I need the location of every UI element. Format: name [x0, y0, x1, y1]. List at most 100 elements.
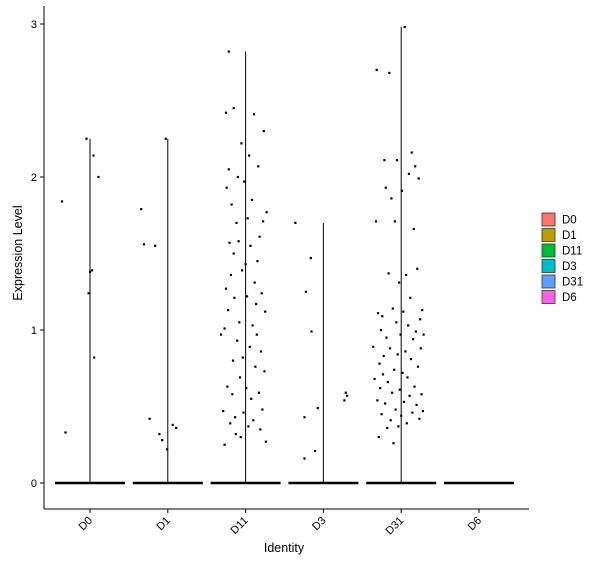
data-point [242, 411, 245, 414]
data-point [164, 137, 167, 140]
data-point [93, 356, 96, 359]
data-point [372, 345, 375, 348]
data-point [238, 321, 241, 324]
legend-swatch-d0 [541, 212, 556, 227]
data-point [237, 240, 240, 243]
data-point [294, 221, 297, 224]
data-point [97, 175, 100, 179]
data-point [406, 376, 409, 379]
data-point [388, 71, 391, 75]
legend-swatch-d6 [541, 290, 556, 304]
data-point [259, 350, 263, 353]
data-point [310, 330, 313, 333]
data-point [244, 263, 247, 266]
data-point [88, 270, 92, 273]
data-point [378, 362, 381, 365]
data-point [91, 269, 94, 272]
data-point [374, 220, 378, 223]
data-point [414, 330, 417, 333]
legend-label-d0: D0 [562, 215, 577, 227]
data-point [247, 425, 250, 428]
legend-swatch-d31 [541, 274, 556, 289]
data-point [409, 357, 413, 361]
data-point [259, 428, 262, 431]
data-point [381, 373, 385, 376]
data-point [220, 333, 223, 336]
data-point [251, 324, 254, 327]
data-point [303, 416, 306, 419]
data-point [410, 151, 413, 154]
data-point [245, 295, 249, 298]
data-point [393, 368, 396, 371]
data-point [223, 327, 226, 330]
data-point [249, 244, 252, 247]
data-point [316, 406, 319, 410]
data-point [256, 260, 259, 263]
data-point [415, 403, 418, 407]
data-point [416, 365, 420, 368]
x-tick-label-d0: D0 [77, 515, 95, 533]
data-point [166, 448, 169, 451]
data-point [142, 243, 146, 246]
data-point [234, 432, 237, 436]
data-point [227, 309, 230, 312]
legend-swatch-d3 [541, 259, 556, 273]
axis-labels: Identity Expression Level [11, 205, 305, 555]
data-point [421, 409, 424, 413]
legend-label-d6: D6 [562, 292, 577, 304]
data-point [238, 376, 242, 379]
data-point [419, 347, 422, 350]
violin-d0 [55, 137, 125, 485]
data-point [376, 399, 379, 402]
legend-label-d1: D1 [562, 230, 577, 242]
data-point [228, 241, 231, 244]
data-point [421, 309, 424, 312]
data-point [398, 388, 401, 391]
violin-d11 [210, 50, 281, 485]
data-point [248, 154, 251, 157]
data-point [60, 200, 64, 203]
data-point [413, 385, 416, 388]
data-point [232, 107, 235, 110]
data-point [223, 443, 226, 446]
data-point [391, 391, 394, 394]
data-point [140, 208, 143, 211]
data-point [411, 411, 414, 414]
x-tick-label-d11: D11 [229, 515, 251, 537]
data-point [227, 168, 230, 171]
data-point [383, 159, 386, 162]
data-point [258, 235, 261, 238]
y-axis-title: Expression Level [11, 205, 25, 300]
data-point [229, 273, 232, 277]
violin-d3 [288, 221, 359, 485]
x-axis-title: Identity [264, 541, 305, 555]
data-point [240, 142, 243, 145]
data-point [239, 436, 242, 439]
y-tick-label: 0 [31, 478, 37, 490]
data-point [262, 220, 265, 223]
data-point [390, 197, 393, 200]
data-point [405, 273, 408, 277]
data-point [398, 281, 401, 284]
data-point [255, 302, 258, 306]
data-point [248, 345, 251, 348]
data-point [241, 356, 244, 359]
data-point [407, 172, 410, 176]
data-point [255, 333, 258, 336]
data-point [404, 350, 407, 353]
plot-marks [55, 25, 514, 485]
x-tick-label-d3: D3 [310, 515, 328, 533]
data-point [85, 137, 88, 140]
data-point [405, 422, 408, 425]
data-point [409, 296, 412, 299]
data-point [414, 165, 417, 168]
data-point [254, 365, 257, 368]
data-point [253, 281, 256, 284]
data-point [231, 359, 235, 362]
legend-label-d31: D31 [562, 277, 583, 289]
data-point [64, 431, 67, 434]
data-point [234, 416, 237, 419]
data-point [389, 419, 392, 422]
data-point [236, 175, 239, 179]
data-point [388, 347, 392, 350]
